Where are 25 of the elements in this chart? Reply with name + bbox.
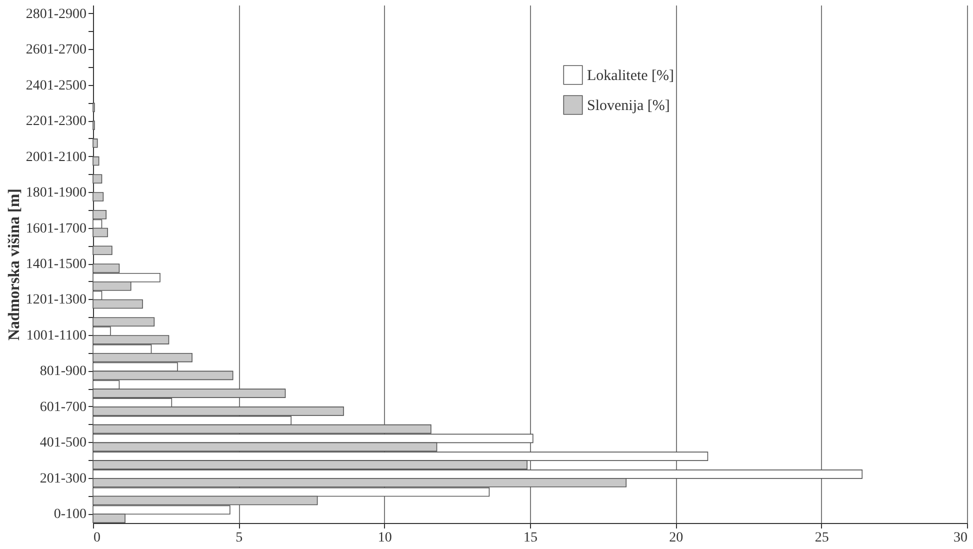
y-tick-label: 601-700 — [40, 400, 86, 415]
y-tick-label: 1801-1900 — [26, 186, 86, 201]
y-tick-label: 401-500 — [40, 436, 86, 451]
y-tick-label: 2801-2900 — [26, 6, 86, 22]
x-tick-label: 20 — [669, 530, 684, 546]
y-tick-label: 2601-2700 — [26, 42, 86, 58]
legend-label: Lokalitete [%] — [587, 68, 674, 84]
x-tick-label: 25 — [814, 530, 829, 546]
y-tick-label: 2201-2300 — [26, 114, 86, 130]
x-tick-label: 5 — [236, 530, 243, 546]
y-axis-title: Nadmorska višina [m] — [6, 188, 23, 341]
x-tick-label: 15 — [524, 530, 538, 546]
y-tick-label: 1401-1500 — [26, 257, 86, 272]
y-tick-label: 2001-2100 — [26, 150, 86, 165]
y-tick-label: 2401-2500 — [26, 78, 86, 94]
y-tick-label: 201-300 — [40, 471, 86, 486]
y-tick-label: 1601-1700 — [26, 221, 86, 236]
y-tick-label: 1001-1100 — [26, 328, 86, 344]
x-tick-label: 0 — [94, 530, 100, 546]
y-tick-label: 801-900 — [40, 364, 86, 380]
legend-label: Slovenija [%] — [587, 98, 670, 114]
y-tick-label: 0-100 — [54, 507, 86, 522]
y-tick-label: 1201-1300 — [26, 292, 86, 308]
x-tick-label: 30 — [954, 530, 968, 546]
x-tick-label: 10 — [378, 530, 392, 546]
